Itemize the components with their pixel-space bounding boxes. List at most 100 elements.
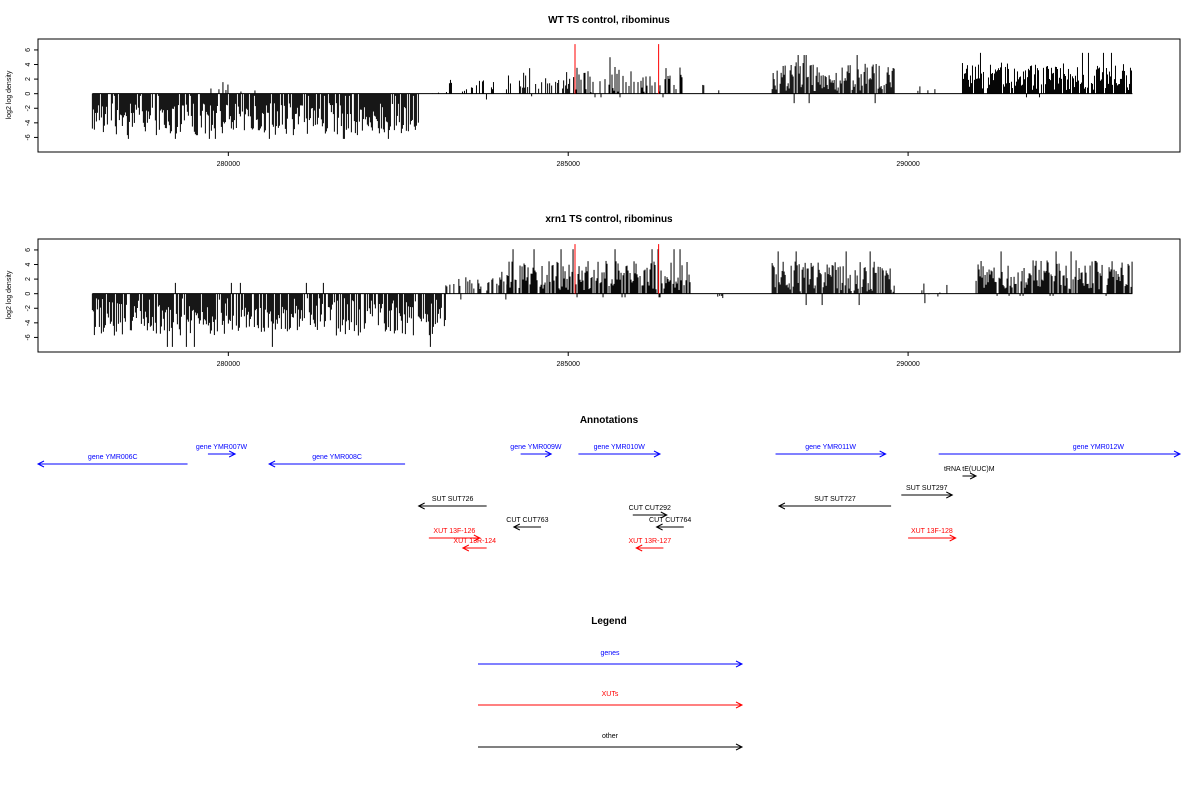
wt-chart-title: WT TS control, ribominus [548,15,670,26]
feature-label: gene YMR009W [510,444,562,451]
feature-label: XUT 13F-126 [433,528,475,535]
annotation-feature: XUT 13F-128 [908,528,957,542]
xrn1-y-axis-label: log2 log density [6,270,13,319]
arrowhead-icon [735,660,744,668]
arrowhead-icon [512,523,521,531]
wt-plot-frame [37,38,1181,153]
wt-y-tick-label: -6 [25,134,32,140]
wt-x-axis: 280000 285000 290000 [217,152,920,168]
legend-label: other [602,733,619,740]
feature-label: SUT SUT297 [906,485,948,492]
arrowhead-icon [653,450,662,458]
feature-label: XUT 13F-128 [911,528,953,535]
legend-entry: genes [478,650,744,668]
xrn1-x-tick-label: 290000 [896,361,919,368]
feature-label: gene YMR011W [805,444,856,451]
arrowhead-icon [1173,450,1182,458]
xrn1-y-tick-label: -2 [25,305,32,311]
annotation-features: gene YMR006C gene YMR007W gene YMR008C gene… [36,444,1182,552]
feature-label: tRNA tE(UUC)M [944,466,995,473]
wt-y-tick-label: 0 [25,92,32,96]
wt-highlight-markers [574,44,660,94]
xrn1-y-tick-label: -4 [25,320,32,326]
wt-y-axis-label: log2 log density [6,70,13,119]
annotation-feature: gene YMR008C [268,454,406,468]
legend-entries: genes XUTs other [478,650,744,751]
legend-label: genes [600,650,620,657]
arrowhead-icon [735,743,744,751]
feature-label: CUT CUT763 [506,517,548,524]
wt-y-tick-label: 2 [25,77,32,81]
wt-x-tick-label: 280000 [217,161,240,168]
feature-label: SUT SUT727 [814,496,856,503]
feature-label: gene YMR012W [1073,444,1125,451]
feature-label: CUT CUT764 [649,517,691,524]
arrowhead-icon [879,450,887,458]
annotation-feature: gene YMR009W [510,444,562,458]
xrn1-y-tick-label: -6 [25,334,32,340]
xrn1-y-axis: -6 -4 -2 0 2 4 6 [25,248,38,341]
feature-label: gene YMR007W [196,444,248,451]
xrn1-chart-title: xrn1 TS control, ribominus [545,214,673,225]
annotation-feature: gene YMR010W [578,444,662,458]
xrn1-y-tick-label: 0 [25,292,32,296]
arrowhead-icon [777,502,786,510]
arrowhead-icon [660,511,668,519]
wt-y-tick-label: 6 [25,48,32,52]
arrowhead-icon [461,544,470,552]
wt-x-tick-label: 285000 [557,161,580,168]
legend-entry: XUTs [478,691,744,709]
wt-x-tick-label: 290000 [896,161,919,168]
annotation-feature: CUT CUT764 [649,517,691,531]
annotation-feature: XUT 13R-127 [628,538,671,552]
arrowhead-icon [969,472,978,480]
feature-label: XUT 13R-127 [628,538,671,545]
xrn1-y-tick-label: 6 [25,248,32,252]
arrowhead-icon [949,534,957,542]
annotations-title: Annotations [580,415,639,426]
feature-label: gene YMR006C [88,454,138,461]
annotation-feature: SUT SUT727 [777,496,892,510]
legend-title: Legend [591,616,627,627]
wt-density-panel: WT TS control, ribominus log2 log densit… [6,15,1181,168]
annotation-feature: SUT SUT297 [901,485,954,499]
xrn1-x-tick-label: 285000 [557,361,580,368]
xrn1-x-axis: 280000 285000 290000 [217,352,920,368]
annotation-feature: SUT SUT726 [417,496,487,510]
arrowhead-icon [544,450,553,458]
xrn1-x-tick-label: 280000 [217,361,240,368]
annotation-feature: tRNA tE(UUC)M [944,466,995,480]
wt-y-tick-label: -2 [25,105,32,111]
feature-label: gene YMR008C [312,454,362,461]
annotation-feature: gene YMR007W [196,444,248,458]
annotation-feature: gene YMR012W [938,444,1182,458]
annotation-feature: gene YMR006C [36,454,188,468]
arrowhead-icon [735,701,744,709]
legend-entry: other [478,733,744,751]
arrowhead-icon [655,523,663,531]
xrn1-density-bars [91,249,1133,347]
annotation-feature: CUT CUT763 [506,517,549,531]
xrn1-highlight-markers [574,244,660,294]
wt-density-bars [91,52,1133,139]
legend: Legend genes XUTs other [478,616,744,751]
feature-label: SUT SUT726 [432,496,474,503]
arrowhead-icon [268,460,276,468]
feature-label: XUT 13R-124 [453,538,496,545]
xrn1-plot-frame [37,238,1181,353]
arrowhead-icon [36,460,45,468]
annotation-feature: XUT 13R-124 [453,538,496,552]
xrn1-density-panel: xrn1 TS control, ribominus log2 log dens… [6,214,1181,368]
legend-label: XUTs [602,691,619,698]
xrn1-y-tick-label: 2 [25,277,32,281]
annotation-feature: CUT CUT292 [629,505,671,519]
arrowhead-icon [473,534,481,542]
feature-label: gene YMR010W [594,444,646,451]
wt-y-tick-label: -4 [25,120,32,126]
annotation-feature: gene YMR011W [775,444,887,458]
wt-y-tick-label: 4 [25,62,32,66]
wt-y-axis: -6 -4 -2 0 2 4 6 [25,48,38,141]
feature-label: CUT CUT292 [629,505,671,512]
